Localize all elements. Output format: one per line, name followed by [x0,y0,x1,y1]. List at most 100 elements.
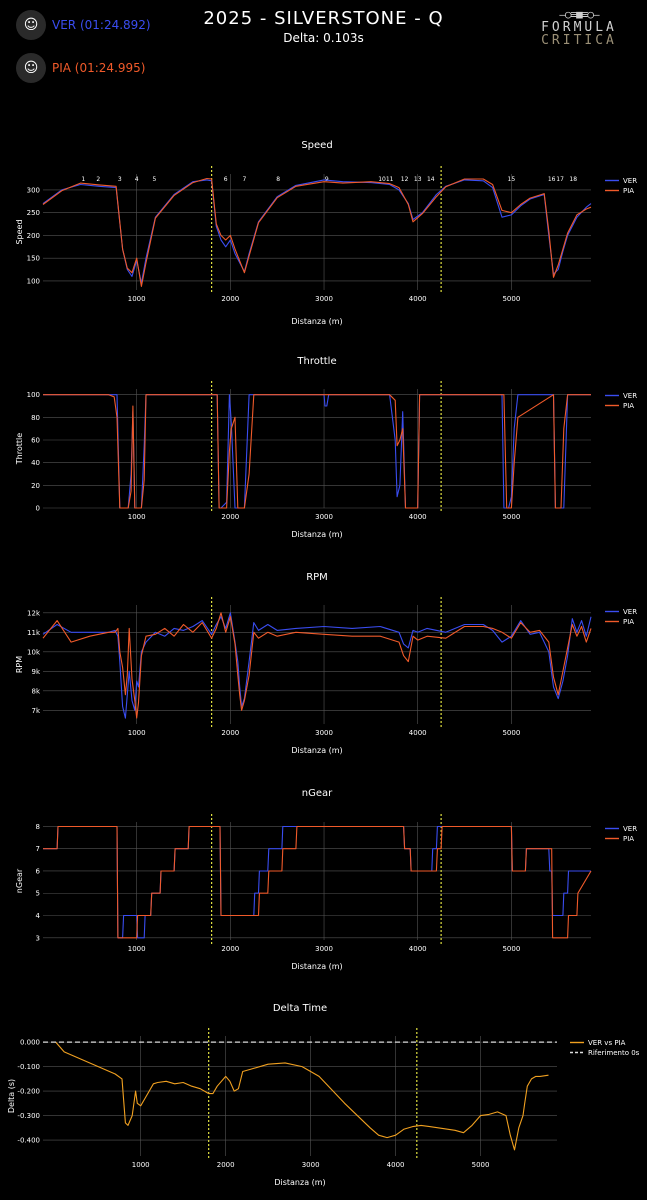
y-axis-label: Speed [15,219,24,244]
y-tick-label: 40 [31,459,40,467]
y-tick-label: 150 [27,255,40,263]
x-tick-label: 4000 [409,295,427,303]
y-tick-label: 6 [36,867,41,875]
series-line-ver [42,179,592,284]
y-tick-label: 12k [27,609,41,617]
x-tick-label: 3000 [315,513,333,521]
y-tick-label: 80 [31,414,40,422]
legend-label: VER [623,825,637,833]
y-tick-label: 250 [27,209,40,217]
y-tick-label: 300 [27,186,40,194]
x-tick-label: 2000 [217,1161,235,1169]
legend-label: PIA [623,187,634,195]
y-tick-label: -0.100 [17,1063,40,1071]
legend-label: VER [623,392,637,400]
logo-line1: FORMULA [541,20,617,35]
x-tick-label: 4000 [409,945,427,953]
x-tick-label: 3000 [302,1161,320,1169]
y-tick-label: 5 [36,890,40,898]
y-tick-label: -0.200 [17,1088,40,1096]
series-line-ver-vs-pia [55,1041,549,1151]
driver-ver-label: VER (01:24.892) [52,18,151,32]
y-tick-label: 200 [27,232,40,240]
y-axis-label: Throttle [15,433,24,465]
driver-pia: ☺ PIA (01:24.995) [16,53,145,83]
x-tick-label: 2000 [221,295,239,303]
x-axis-label: Distanza (m) [291,962,342,971]
chart-title: Speed [301,140,332,151]
y-tick-label: 10k [27,648,41,656]
corner-label: 14 [427,176,435,183]
y-tick-label: 11k [27,629,41,637]
corner-label: 5 [153,176,157,183]
driver-ver: ☺ VER (01:24.892) [16,10,151,40]
corner-label: 3 [118,176,122,183]
corner-label: 1011 [378,176,393,183]
x-tick-label: 3000 [315,945,333,953]
x-tick-label: 2000 [221,729,239,737]
y-tick-label: 0.000 [20,1039,40,1047]
chart-title: Throttle [296,356,336,367]
y-tick-label: 8 [36,823,40,831]
x-tick-label: 1000 [128,513,146,521]
x-tick-label: 5000 [502,295,520,303]
y-axis-label: nGear [15,868,24,893]
series-line-ver [43,825,591,939]
logo-line2: CRITICA [541,33,617,48]
series-line-ver [42,612,592,719]
legend-label: VER [623,608,637,616]
x-tick-label: 5000 [502,729,520,737]
y-tick-label: -0.300 [17,1112,40,1120]
corner-label: 1 [81,176,85,183]
x-tick-label: 4000 [387,1161,405,1169]
x-tick-label: 3000 [315,729,333,737]
y-tick-label: 0 [36,505,40,513]
x-tick-label: 1000 [128,945,146,953]
chart-title: Delta Time [273,1003,327,1014]
x-tick-label: 5000 [472,1161,490,1169]
series-line-pia [43,394,591,509]
y-tick-label: 20 [31,482,40,490]
corner-label: 7 [242,176,246,183]
avatar: ☺ [16,10,46,40]
chart-title: RPM [306,572,328,583]
legend-label: VER [623,177,637,185]
series-line-ver [43,394,591,509]
x-tick-label: 2000 [221,945,239,953]
page-title: 2025 - SILVERSTONE - Q [203,8,444,29]
legend-label: PIA [623,618,634,626]
y-tick-label: 7k [31,707,40,715]
x-axis-label: Distanza (m) [291,530,342,539]
x-axis-label: Distanza (m) [291,317,342,326]
corner-label: 17 [556,176,564,183]
corner-label: 9 [325,176,329,183]
y-axis-label: Delta (s) [7,1079,16,1113]
series-line-pia [42,177,592,287]
corner-label: 6 [224,176,228,183]
y-tick-label: -0.400 [17,1137,40,1145]
x-axis-label: Distanza (m) [274,1178,325,1187]
chart-title: nGear [302,788,333,799]
x-tick-label: 5000 [502,513,520,521]
y-tick-label: 3 [36,934,40,942]
avatar: ☺ [16,53,46,83]
x-tick-label: 4000 [409,513,427,521]
legend-label: Riferimento 0s [588,1049,640,1057]
x-tick-label: 1000 [132,1161,150,1169]
corner-label: 4 [135,176,139,183]
car-icon: —○≡■≡○— [559,8,599,21]
x-tick-label: 4000 [409,729,427,737]
y-tick-label: 7 [36,845,40,853]
corner-label: 16 [548,176,556,183]
driver-pia-label: PIA (01:24.995) [52,61,146,75]
y-tick-label: 100 [27,277,40,285]
legend-label: PIA [623,402,634,410]
delta-subtitle: Delta: 0.103s [283,31,364,45]
corner-label: 13 [414,176,422,183]
corner-label: 18 [569,176,577,183]
y-tick-label: 9k [31,668,40,676]
y-tick-label: 4 [36,912,41,920]
series-line-pia [42,612,592,719]
x-tick-label: 1000 [128,729,146,737]
y-axis-label: RPM [15,656,24,673]
